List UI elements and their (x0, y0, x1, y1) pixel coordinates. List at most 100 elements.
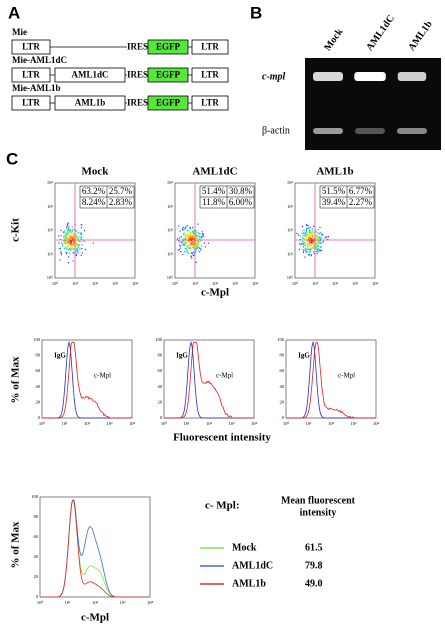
dot (200, 236, 202, 238)
dot (309, 234, 311, 236)
dot (196, 235, 198, 237)
cmpl-curve (286, 341, 376, 419)
construct-part: IRES (127, 98, 148, 108)
dot (190, 236, 192, 238)
dot (84, 248, 86, 251)
dot (313, 225, 315, 227)
dot (65, 227, 68, 229)
dot (299, 235, 301, 237)
dot (194, 251, 197, 253)
dot (195, 243, 197, 246)
dot (58, 242, 60, 244)
dot (63, 236, 65, 238)
y-tick-label: 10³ (167, 204, 174, 209)
dot (309, 229, 311, 231)
dot (71, 245, 73, 247)
dot (190, 237, 192, 239)
dot (303, 247, 305, 249)
dot (69, 241, 71, 243)
dot (191, 244, 193, 246)
dot (313, 246, 315, 248)
dot (179, 241, 181, 243)
x-tick-label: 10³ (232, 281, 239, 286)
dot (204, 246, 206, 248)
dot (64, 235, 67, 237)
y-tick-label: 10⁴ (47, 180, 54, 185)
dot (311, 240, 313, 242)
dot (190, 239, 192, 241)
dot (317, 238, 319, 240)
y-tick-label: 80 (34, 514, 39, 519)
dot (196, 232, 198, 234)
ires-bg (127, 97, 148, 109)
dot (81, 248, 83, 250)
dot (69, 242, 71, 244)
panel-label: A (8, 3, 20, 22)
legend-header: Mean fluorescent (281, 495, 356, 506)
dot (192, 254, 194, 256)
dot (74, 237, 76, 239)
band-actin (355, 128, 385, 134)
dot (186, 240, 188, 242)
construct-box (11, 95, 51, 111)
dot (304, 244, 306, 246)
dot (307, 227, 309, 229)
construct-box (54, 67, 126, 83)
dot (186, 250, 188, 252)
dot (309, 233, 311, 235)
dot (75, 230, 77, 232)
dot (316, 235, 318, 237)
dot (310, 254, 313, 256)
dot (186, 245, 188, 247)
x-tick-label: 10⁰ (39, 421, 46, 426)
dot (309, 226, 311, 228)
dot (188, 240, 191, 242)
dot (310, 240, 312, 242)
dot (301, 232, 303, 234)
dot (192, 244, 194, 246)
dot (183, 232, 185, 234)
dot (75, 245, 77, 247)
legend-value: 49.0 (305, 578, 323, 589)
y-tick-label: 100 (277, 337, 285, 342)
dot (304, 232, 306, 234)
dot (79, 248, 81, 250)
dot (195, 229, 197, 232)
construct-name: Mie (12, 27, 27, 37)
dot (72, 251, 74, 254)
dot (188, 241, 190, 243)
dot (309, 239, 311, 242)
dot (309, 248, 311, 250)
dot (201, 236, 203, 238)
dot (185, 241, 187, 243)
quadrant-percent: 39.4% (322, 197, 346, 207)
dot (77, 238, 79, 240)
dot (198, 242, 200, 244)
dot (69, 253, 71, 255)
dot (192, 244, 194, 247)
dot (301, 243, 303, 246)
dot (302, 241, 304, 243)
dot (312, 235, 314, 237)
dot (314, 237, 317, 239)
dot (199, 238, 201, 240)
dot (60, 251, 62, 253)
dot (183, 241, 185, 243)
dot (192, 231, 194, 233)
hist-frame (163, 339, 255, 419)
construct-part: AML1b (75, 98, 106, 108)
x-tick-label: 10¹ (192, 281, 199, 286)
dot (315, 238, 317, 240)
x-tick-label: 10³ (107, 421, 114, 426)
dot (92, 242, 94, 244)
dot (66, 236, 69, 238)
y-tick-label: 10⁰ (47, 275, 54, 280)
igg-label: IgG (54, 352, 66, 360)
band-actin (397, 128, 427, 134)
dot (316, 246, 318, 248)
dot (187, 234, 189, 236)
dot (79, 236, 81, 238)
axis-label: c-Kit (10, 218, 22, 242)
overlay-curve (40, 499, 150, 598)
